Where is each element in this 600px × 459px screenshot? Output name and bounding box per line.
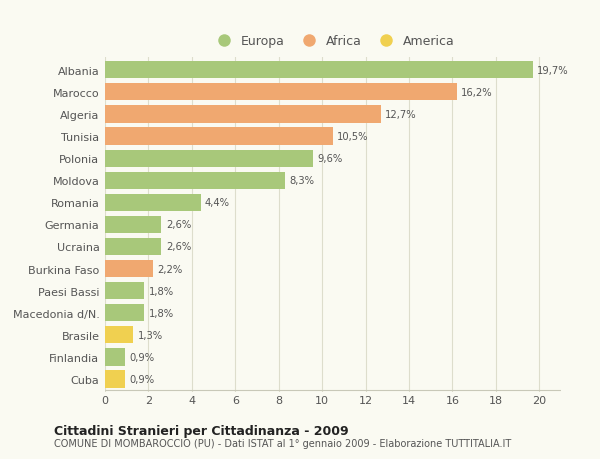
Bar <box>105 128 333 146</box>
Text: 2,2%: 2,2% <box>157 264 182 274</box>
Text: 12,7%: 12,7% <box>385 110 417 120</box>
Bar <box>105 304 144 322</box>
Text: COMUNE DI MOMBAROCCIO (PU) - Dati ISTAT al 1° gennaio 2009 - Elaborazione TUTTIT: COMUNE DI MOMBAROCCIO (PU) - Dati ISTAT … <box>54 438 511 448</box>
Text: 1,8%: 1,8% <box>148 308 173 318</box>
Bar <box>105 238 161 256</box>
Text: 4,4%: 4,4% <box>205 198 230 208</box>
Bar <box>105 326 133 344</box>
Text: 16,2%: 16,2% <box>461 88 493 98</box>
Text: 0,9%: 0,9% <box>129 352 154 362</box>
Text: 1,3%: 1,3% <box>137 330 163 340</box>
Text: 9,6%: 9,6% <box>318 154 343 164</box>
Bar <box>105 62 533 79</box>
Bar <box>105 84 457 101</box>
Text: 19,7%: 19,7% <box>537 66 569 76</box>
Bar <box>105 282 144 300</box>
Bar <box>105 172 285 190</box>
Bar <box>105 194 200 212</box>
Text: 1,8%: 1,8% <box>148 286 173 296</box>
Legend: Europa, Africa, America: Europa, Africa, America <box>206 30 460 53</box>
Bar <box>105 348 125 366</box>
Text: Cittadini Stranieri per Cittadinanza - 2009: Cittadini Stranieri per Cittadinanza - 2… <box>54 424 349 437</box>
Text: 0,9%: 0,9% <box>129 374 154 384</box>
Bar <box>105 370 125 388</box>
Bar <box>105 150 313 168</box>
Text: 10,5%: 10,5% <box>337 132 369 142</box>
Bar <box>105 260 153 278</box>
Bar <box>105 216 161 234</box>
Text: 2,6%: 2,6% <box>166 220 191 230</box>
Text: 8,3%: 8,3% <box>290 176 314 186</box>
Bar <box>105 106 381 123</box>
Text: 2,6%: 2,6% <box>166 242 191 252</box>
